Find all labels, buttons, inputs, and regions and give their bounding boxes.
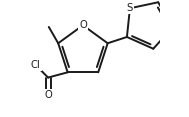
Text: Cl: Cl <box>31 60 41 70</box>
Text: O: O <box>79 20 87 30</box>
Text: S: S <box>127 3 133 13</box>
Text: O: O <box>44 90 52 100</box>
